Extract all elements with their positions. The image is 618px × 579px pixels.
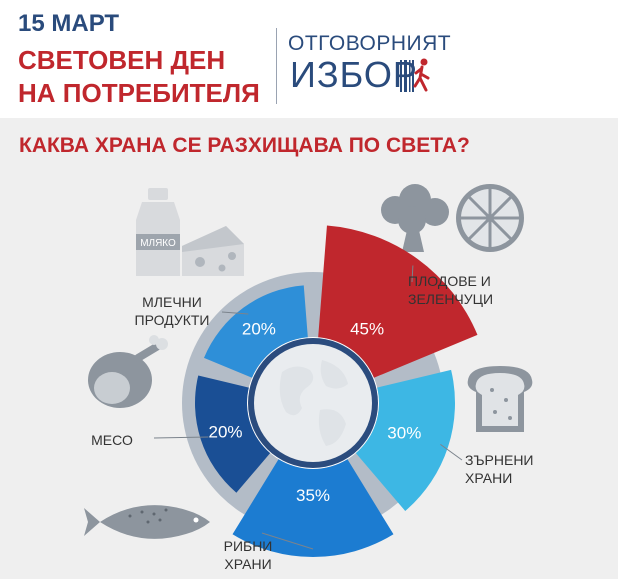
- chart-value-label-4: 20%: [242, 320, 276, 339]
- chart-value-label-3: 20%: [208, 422, 242, 441]
- chart-value-label-0: 45%: [350, 320, 384, 339]
- category-label-dairy: МЛЕЧНИ ПРОДУКТИ: [134, 294, 210, 328]
- event-title-line-2: НА ПОТРЕБИТЕЛЯ: [18, 78, 260, 108]
- milk-bottle-icon: МЛЯКО: [136, 188, 180, 276]
- logo-line-1: ОТГОВОРНИЯТ: [288, 32, 452, 55]
- chart-connectors: [153, 265, 463, 550]
- category-label-fish: РИБНИ ХРАНИ: [223, 538, 273, 572]
- milk-label: МЛЯКО: [140, 238, 176, 249]
- category-label-meat: МЕСО: [91, 432, 133, 448]
- chart-connector-2: [261, 532, 314, 550]
- chart-segment-4: [203, 285, 308, 378]
- chart-connector-1: [440, 443, 463, 461]
- chart-segment-0: [318, 225, 478, 378]
- chart-segment-3: [194, 375, 271, 493]
- fish-icon: [84, 505, 210, 539]
- chart-segment-1: [355, 369, 455, 511]
- header: 15 МАРТ СВЕТОВЕН ДЕН НА ПОТРЕБИТЕЛЯ ОТГО…: [0, 0, 618, 118]
- cheese-icon: [182, 226, 244, 276]
- chart-connector-3: [153, 436, 209, 439]
- barcode-runner-icon: [400, 58, 430, 92]
- chart-value-label-2: 35%: [296, 486, 330, 505]
- chart-segment-2: [232, 459, 394, 557]
- globe-icon: [248, 338, 378, 468]
- event-date: 15 МАРТ: [18, 10, 120, 37]
- logo-line-2: ИЗБОР: [290, 54, 418, 95]
- bread-slice-icon: [467, 366, 533, 432]
- broccoli-icon: [381, 184, 449, 252]
- chart-segments: [194, 225, 478, 557]
- header-divider: [276, 28, 277, 104]
- event-title-line-1: СВЕТОВЕН ДЕН: [18, 45, 226, 75]
- chart-connector-4: [221, 311, 249, 315]
- citrus-slice-icon: [456, 184, 524, 252]
- chart-connector-0: [411, 265, 414, 283]
- question-heading: КАКВА ХРАНА СЕ РАЗХИЩАВА ПО СВЕТА?: [19, 134, 470, 157]
- chart-value-labels: 45% 30% 35% 20% 20%: [208, 320, 421, 505]
- category-label-fruits-vegetables: ПЛОДОВЕ И ЗЕЛЕНЧУЦИ: [408, 273, 494, 307]
- chart-value-label-1: 30%: [387, 424, 421, 443]
- category-label-grains: ЗЪРНЕНИ ХРАНИ: [465, 452, 534, 486]
- ham-icon: [88, 335, 168, 408]
